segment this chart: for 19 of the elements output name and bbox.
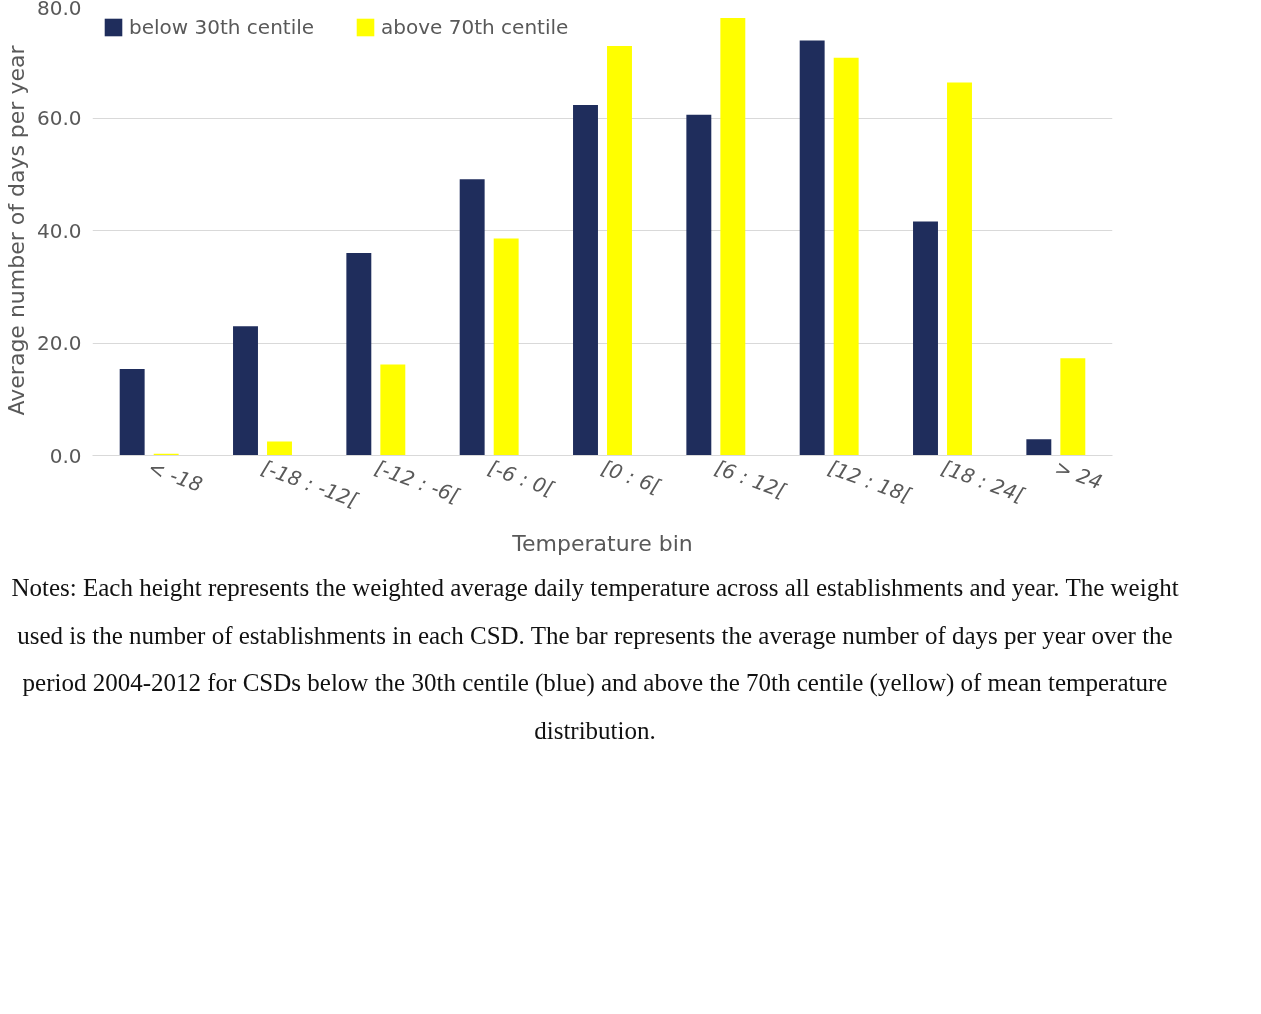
legend-label: above 70th centile (381, 15, 569, 39)
x-tick-label: [18 : 24[ (938, 455, 1029, 508)
x-tick-label: > 24 (1051, 455, 1106, 495)
x-tick-label: [-18 : -12[ (258, 455, 363, 513)
y-tick-label: 20.0 (36, 331, 82, 355)
x-tick-label: [0 : 6[ (598, 455, 665, 499)
x-tick-label: [6 : 12[ (711, 455, 790, 504)
legend-label: below 30th centile (129, 15, 315, 39)
x-tick-label: [12 : 18[ (825, 455, 916, 508)
y-tick-label: 80.0 (36, 0, 82, 20)
x-axis-title: Temperature bin (511, 531, 693, 557)
y-axis-title: Average number of days per year (3, 44, 29, 416)
x-tick-label: [-6 : 0[ (485, 455, 559, 502)
text: Notes: Each height represents the weighted average daily temperature across all establishments and year. The weight used is the number of establishments in each CSD. The bar represents the average number of days per year over the period 2004-2012 for CSDs below the 30th centile (blue) and above the 70th centile (yellow) of mean temperature distribution. (10, 573, 1180, 746)
x-tick-label: [-12 : -6[ (371, 455, 464, 509)
x-tick-label: < -18 (145, 455, 206, 497)
y-tick-label: 0.0 (49, 443, 82, 468)
y-tick-label: 60.0 (36, 106, 82, 130)
y-tick-label: 40.0 (36, 218, 82, 243)
